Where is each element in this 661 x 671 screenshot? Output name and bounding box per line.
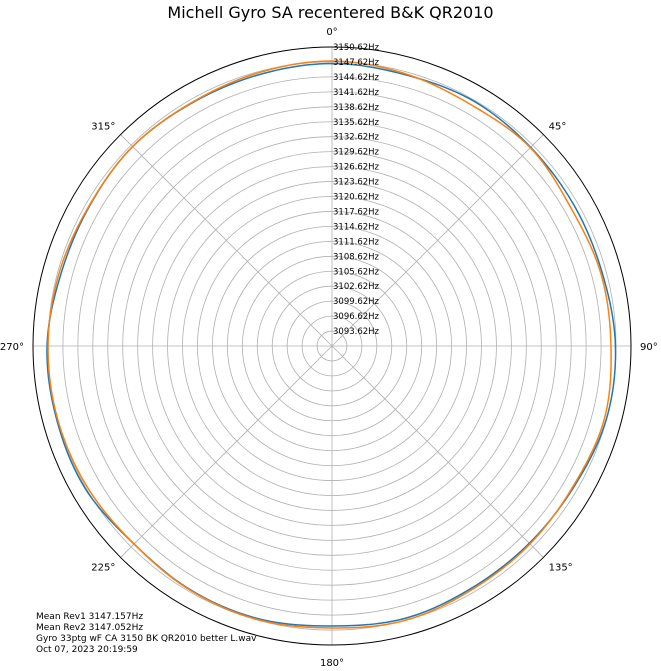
angle-label: 180° — [320, 658, 344, 669]
radial-tick-label: 3117.62Hz — [333, 207, 380, 217]
radial-tick-label: 3099.62Hz — [333, 297, 380, 307]
mean-rev2-note: Mean Rev2 3147.052Hz — [36, 623, 144, 633]
radial-tick-label: 3111.62Hz — [333, 237, 380, 247]
radial-tick-label: 3096.62Hz — [333, 312, 380, 322]
angle-label: 45° — [549, 121, 567, 132]
angle-label: 270° — [0, 342, 24, 353]
radial-tick-label: 3126.62Hz — [333, 163, 380, 173]
radial-tick-label: 3150.62Hz — [333, 43, 380, 53]
radial-tick-label: 3144.62Hz — [333, 73, 380, 83]
radial-tick-label: 3093.62Hz — [333, 327, 380, 337]
plot-boundary — [32, 46, 632, 646]
angle-label: 135° — [549, 563, 573, 574]
date-note: Oct 07, 2023 20:19:59 — [36, 645, 138, 655]
radial-tick-label: 3114.62Hz — [333, 222, 380, 232]
radial-tick-label: 3123.62Hz — [333, 178, 380, 188]
radial-tick-label: 3135.62Hz — [333, 118, 380, 128]
footer-notes: Mean Rev1 3147.157Hz Mean Rev2 3147.052H… — [36, 612, 256, 656]
radial-tick-label: 3147.62Hz — [333, 58, 380, 68]
grid-spoke — [331, 345, 544, 558]
mean-rev1-note: Mean Rev1 3147.157Hz — [36, 612, 144, 622]
radial-tick-label: 3132.62Hz — [333, 133, 380, 143]
angle-label: 315° — [91, 121, 115, 132]
grid-spoke — [331, 134, 544, 347]
radial-tick-label: 3129.62Hz — [333, 148, 380, 158]
radial-tick-label: 3105.62Hz — [333, 267, 380, 277]
chart-title: Michell Gyro SA recentered B&K QR2010 — [167, 3, 494, 22]
radial-tick-label: 3138.62Hz — [333, 103, 380, 113]
labels: 3093.62Hz 3096.62Hz 3099.62Hz 3102.62Hz 3105… — [0, 27, 658, 669]
radial-tick-label: 3102.62Hz — [333, 282, 380, 292]
angle-label: 0° — [326, 27, 337, 38]
angle-label: 90° — [640, 342, 658, 353]
series-line-2 — [47, 60, 612, 629]
grid-spoke — [120, 345, 333, 558]
radial-tick-label: 3141.62Hz — [333, 88, 380, 98]
radial-tick-label: 3120.62Hz — [333, 193, 380, 203]
angle-label: 225° — [91, 563, 115, 574]
grid — [32, 46, 632, 646]
grid-spoke — [120, 134, 333, 347]
series-layer — [46, 60, 617, 629]
filename-note: Gyro 33ptg wF CA 3150 BK QR2010 better L… — [36, 634, 257, 644]
radial-tick-label: 3108.62Hz — [333, 252, 380, 262]
